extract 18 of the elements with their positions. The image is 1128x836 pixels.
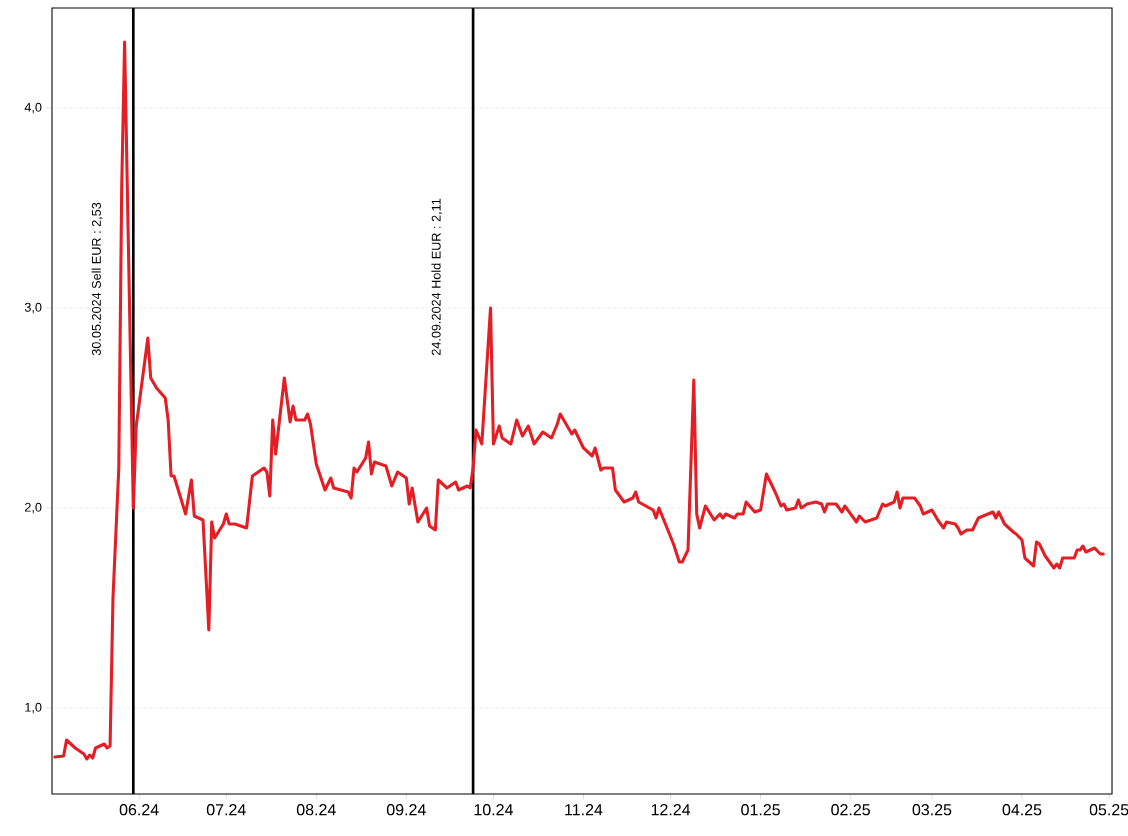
x-tick-label: 10.24 — [474, 804, 513, 816]
x-tick-label: 03.25 — [912, 804, 952, 816]
y-tick-label: 2,0 — [24, 502, 42, 514]
x-tick-label: 11.24 — [565, 804, 603, 816]
y-tick-label: 1,0 — [25, 702, 42, 714]
x-tick-label: 02.25 — [831, 804, 870, 816]
ref-line-label: 24.09.2024 Hold EUR : 2,11 — [431, 198, 443, 356]
x-tick-label: 06.24 — [119, 804, 159, 816]
y-tick-label: 3,0 — [24, 302, 42, 314]
x-tick-label: 05.25 — [1089, 804, 1128, 816]
x-tick-label: 01.25 — [741, 804, 780, 816]
y-tick-label: 4,0 — [24, 102, 42, 114]
x-tick-label: 04.25 — [1002, 804, 1042, 816]
x-tick-label: 09.24 — [386, 804, 426, 816]
x-tick-label: 07.24 — [206, 804, 246, 816]
x-tick-label: 12.24 — [651, 804, 691, 816]
ref-line-label: 30.05.2024 Sell EUR : 2,53 — [91, 202, 103, 356]
x-tick-label: 08.24 — [296, 804, 336, 816]
